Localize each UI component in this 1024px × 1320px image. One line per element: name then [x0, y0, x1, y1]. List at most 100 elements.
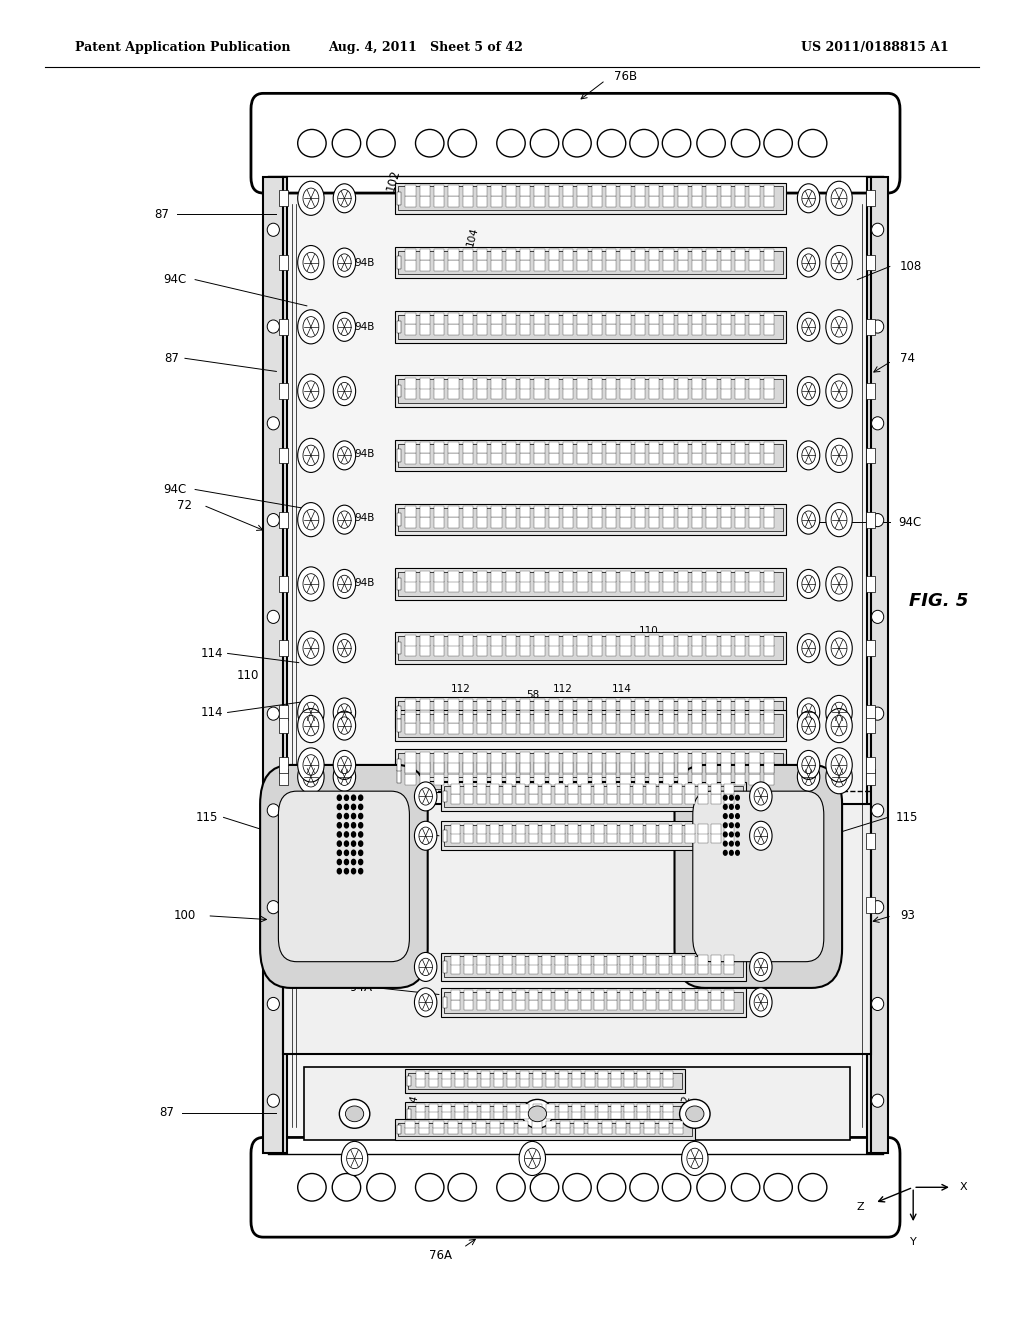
Bar — [646, 833, 655, 843]
Bar — [649, 325, 659, 335]
Bar — [635, 645, 645, 656]
Bar — [585, 1072, 595, 1080]
Bar — [559, 1078, 568, 1086]
Bar — [441, 1111, 451, 1119]
Bar — [535, 388, 545, 400]
Bar — [635, 774, 645, 785]
Bar — [611, 1111, 621, 1119]
Bar — [568, 954, 578, 965]
Circle shape — [303, 715, 318, 735]
Circle shape — [750, 987, 772, 1016]
Text: 112: 112 — [512, 635, 532, 645]
Circle shape — [337, 822, 341, 828]
Bar — [621, 774, 631, 785]
Bar — [563, 581, 573, 593]
Bar — [280, 640, 288, 656]
Circle shape — [825, 181, 852, 215]
Bar — [449, 185, 459, 195]
Circle shape — [351, 869, 355, 874]
Bar — [434, 570, 444, 582]
Bar — [678, 507, 688, 517]
Bar — [592, 195, 602, 206]
Bar — [635, 635, 645, 645]
Bar — [406, 723, 416, 734]
Bar — [606, 751, 616, 763]
Bar — [578, 763, 588, 775]
Bar — [420, 517, 430, 528]
Bar — [664, 260, 674, 271]
Bar — [594, 999, 603, 1010]
Bar — [866, 833, 874, 849]
Ellipse shape — [871, 804, 884, 817]
Bar — [664, 710, 674, 721]
Bar — [678, 751, 688, 763]
Circle shape — [519, 1142, 546, 1176]
Bar — [532, 1104, 543, 1113]
Bar — [492, 570, 502, 582]
Bar — [280, 255, 288, 271]
Bar — [750, 723, 760, 734]
Bar — [594, 793, 603, 804]
Circle shape — [831, 510, 847, 529]
Bar — [463, 645, 473, 656]
Bar — [764, 195, 774, 206]
Bar — [434, 710, 444, 721]
Bar — [592, 710, 602, 721]
Bar — [692, 762, 702, 774]
Bar — [707, 645, 717, 656]
Circle shape — [831, 638, 847, 659]
Circle shape — [298, 566, 325, 601]
Bar — [549, 313, 559, 325]
Bar — [712, 793, 721, 804]
Bar — [463, 442, 473, 453]
Bar — [678, 185, 688, 195]
Bar — [685, 964, 694, 974]
Bar — [560, 1121, 570, 1129]
Ellipse shape — [332, 129, 360, 157]
Circle shape — [831, 574, 847, 594]
Bar — [563, 260, 573, 271]
Bar — [549, 260, 559, 271]
Bar — [678, 763, 688, 775]
Circle shape — [303, 702, 318, 722]
Bar — [621, 378, 631, 389]
Bar — [867, 177, 888, 1154]
Bar — [650, 1104, 659, 1113]
Bar — [492, 700, 502, 710]
Bar — [578, 195, 588, 206]
Circle shape — [831, 715, 847, 735]
Bar — [673, 824, 682, 834]
Ellipse shape — [528, 1106, 547, 1122]
Bar — [434, 723, 444, 734]
Circle shape — [798, 313, 820, 342]
Bar — [563, 313, 573, 325]
Bar — [520, 507, 530, 517]
Bar — [563, 635, 573, 645]
Circle shape — [735, 813, 739, 818]
Bar — [692, 507, 702, 517]
Bar — [592, 570, 602, 582]
Circle shape — [735, 822, 739, 828]
Bar — [592, 185, 602, 195]
Bar — [397, 642, 401, 655]
Ellipse shape — [267, 223, 280, 236]
Bar — [649, 645, 659, 656]
Bar — [464, 784, 473, 795]
Bar — [434, 581, 444, 593]
Bar — [455, 1104, 464, 1113]
Bar — [621, 635, 631, 645]
Bar — [735, 635, 745, 645]
Bar — [489, 1127, 500, 1134]
Bar — [434, 249, 444, 260]
Circle shape — [303, 510, 318, 529]
Bar — [659, 793, 669, 804]
Bar — [750, 249, 760, 260]
Ellipse shape — [367, 129, 395, 157]
Bar — [592, 762, 602, 774]
Bar — [280, 190, 288, 206]
Bar — [444, 785, 742, 807]
Bar — [395, 247, 786, 279]
Bar — [664, 325, 674, 335]
Bar — [735, 249, 745, 260]
Bar — [449, 751, 459, 763]
